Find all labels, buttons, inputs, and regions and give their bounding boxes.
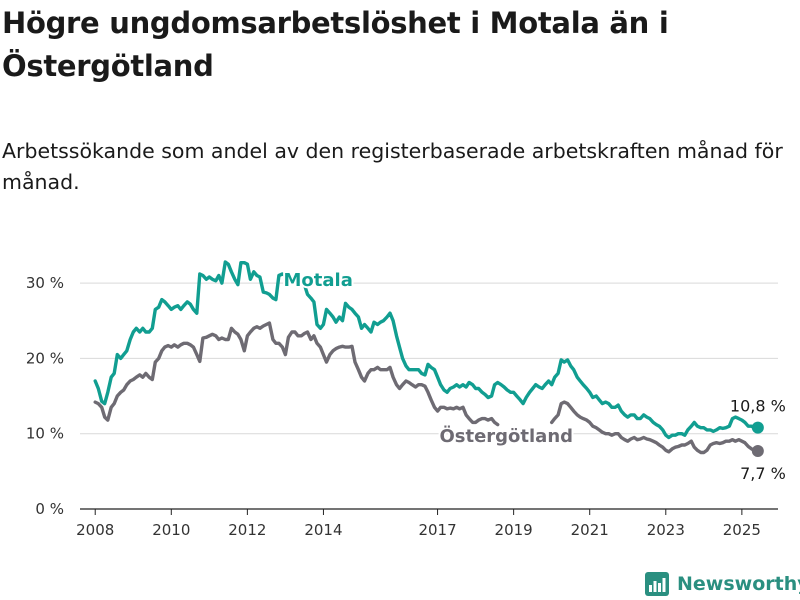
series-labels: Motala Östergötland 10,8 % 7,7 %	[282, 268, 786, 483]
y-tick-label: 0 %	[35, 500, 64, 518]
x-tick-label: 2008	[76, 521, 114, 539]
y-grid: 0 % 10 % 20 % 30 %	[26, 274, 778, 518]
x-tick-label: 2025	[723, 521, 761, 539]
x-tick-label: 2014	[304, 521, 342, 539]
end-point-motala	[751, 421, 764, 434]
end-value-label-ostergotland: 7,7 %	[740, 464, 786, 483]
x-tick-label: 2023	[647, 521, 685, 539]
series-layer	[93, 260, 764, 458]
brand-name: Newsworthy	[677, 573, 800, 595]
newsworthy-bar-chart-icon	[645, 572, 669, 596]
y-tick-label: 30 %	[26, 274, 64, 292]
x-tick-label: 2021	[571, 521, 609, 539]
newsworthy-logo: Newsworthy	[645, 569, 800, 599]
x-tick-label: 2019	[495, 521, 533, 539]
end-point-ostergotland	[751, 445, 764, 458]
series-line-ostergotland	[550, 400, 760, 455]
series-label-ostergotland: Östergötland	[439, 425, 573, 447]
series-label-motala: Motala	[284, 270, 353, 291]
chart-title: Högre ungdomsarbetslöshet i Motala än i …	[2, 6, 669, 83]
x-tick-label: 2017	[418, 521, 456, 539]
chart-subtitle: Arbetssökande som andel av den registerb…	[2, 139, 783, 194]
series-line-ostergotland	[93, 321, 500, 427]
x-tick-label: 2012	[228, 521, 266, 539]
x-tick-label: 2010	[152, 521, 190, 539]
x-axis: 2008 2010 2012 2014 2017 2019 2021 2023 2025	[76, 509, 761, 539]
y-tick-label: 20 %	[26, 349, 64, 367]
series-line-motala	[93, 260, 291, 406]
series-line-motala	[302, 282, 760, 440]
y-tick-label: 10 %	[26, 425, 64, 443]
end-value-label-motala: 10,8 %	[730, 397, 786, 416]
